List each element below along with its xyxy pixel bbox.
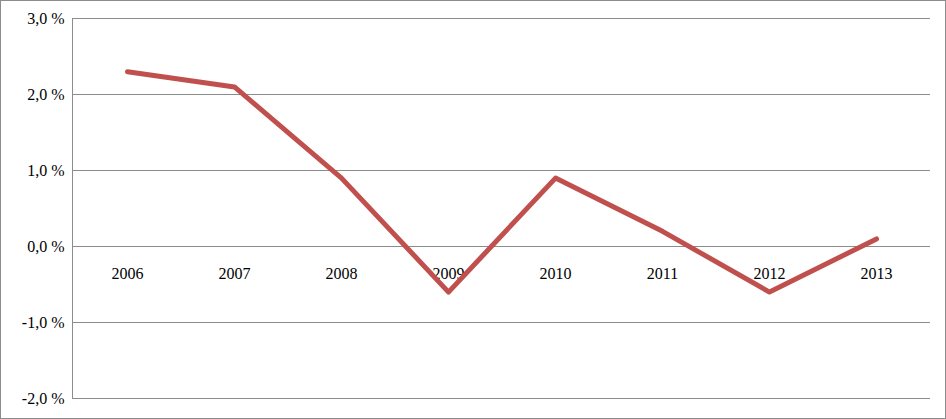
svg-text:2012: 2012	[754, 265, 786, 282]
svg-text:2008: 2008	[326, 265, 358, 282]
svg-text:1,0 %: 1,0 %	[27, 162, 64, 179]
svg-text:2010: 2010	[540, 265, 572, 282]
svg-text:2013: 2013	[861, 265, 893, 282]
svg-text:3,0 %: 3,0 %	[27, 10, 64, 27]
svg-text:2009: 2009	[432, 264, 465, 282]
svg-text:-2,0 %: -2,0 %	[22, 390, 65, 407]
svg-text:2,0 %: 2,0 %	[27, 86, 64, 103]
svg-text:2011: 2011	[647, 265, 678, 282]
svg-text:2006: 2006	[112, 265, 144, 282]
svg-text:2007: 2007	[219, 265, 251, 282]
svg-text:-1,0 %: -1,0 %	[22, 314, 65, 331]
svg-text:0,0 %: 0,0 %	[27, 238, 64, 255]
